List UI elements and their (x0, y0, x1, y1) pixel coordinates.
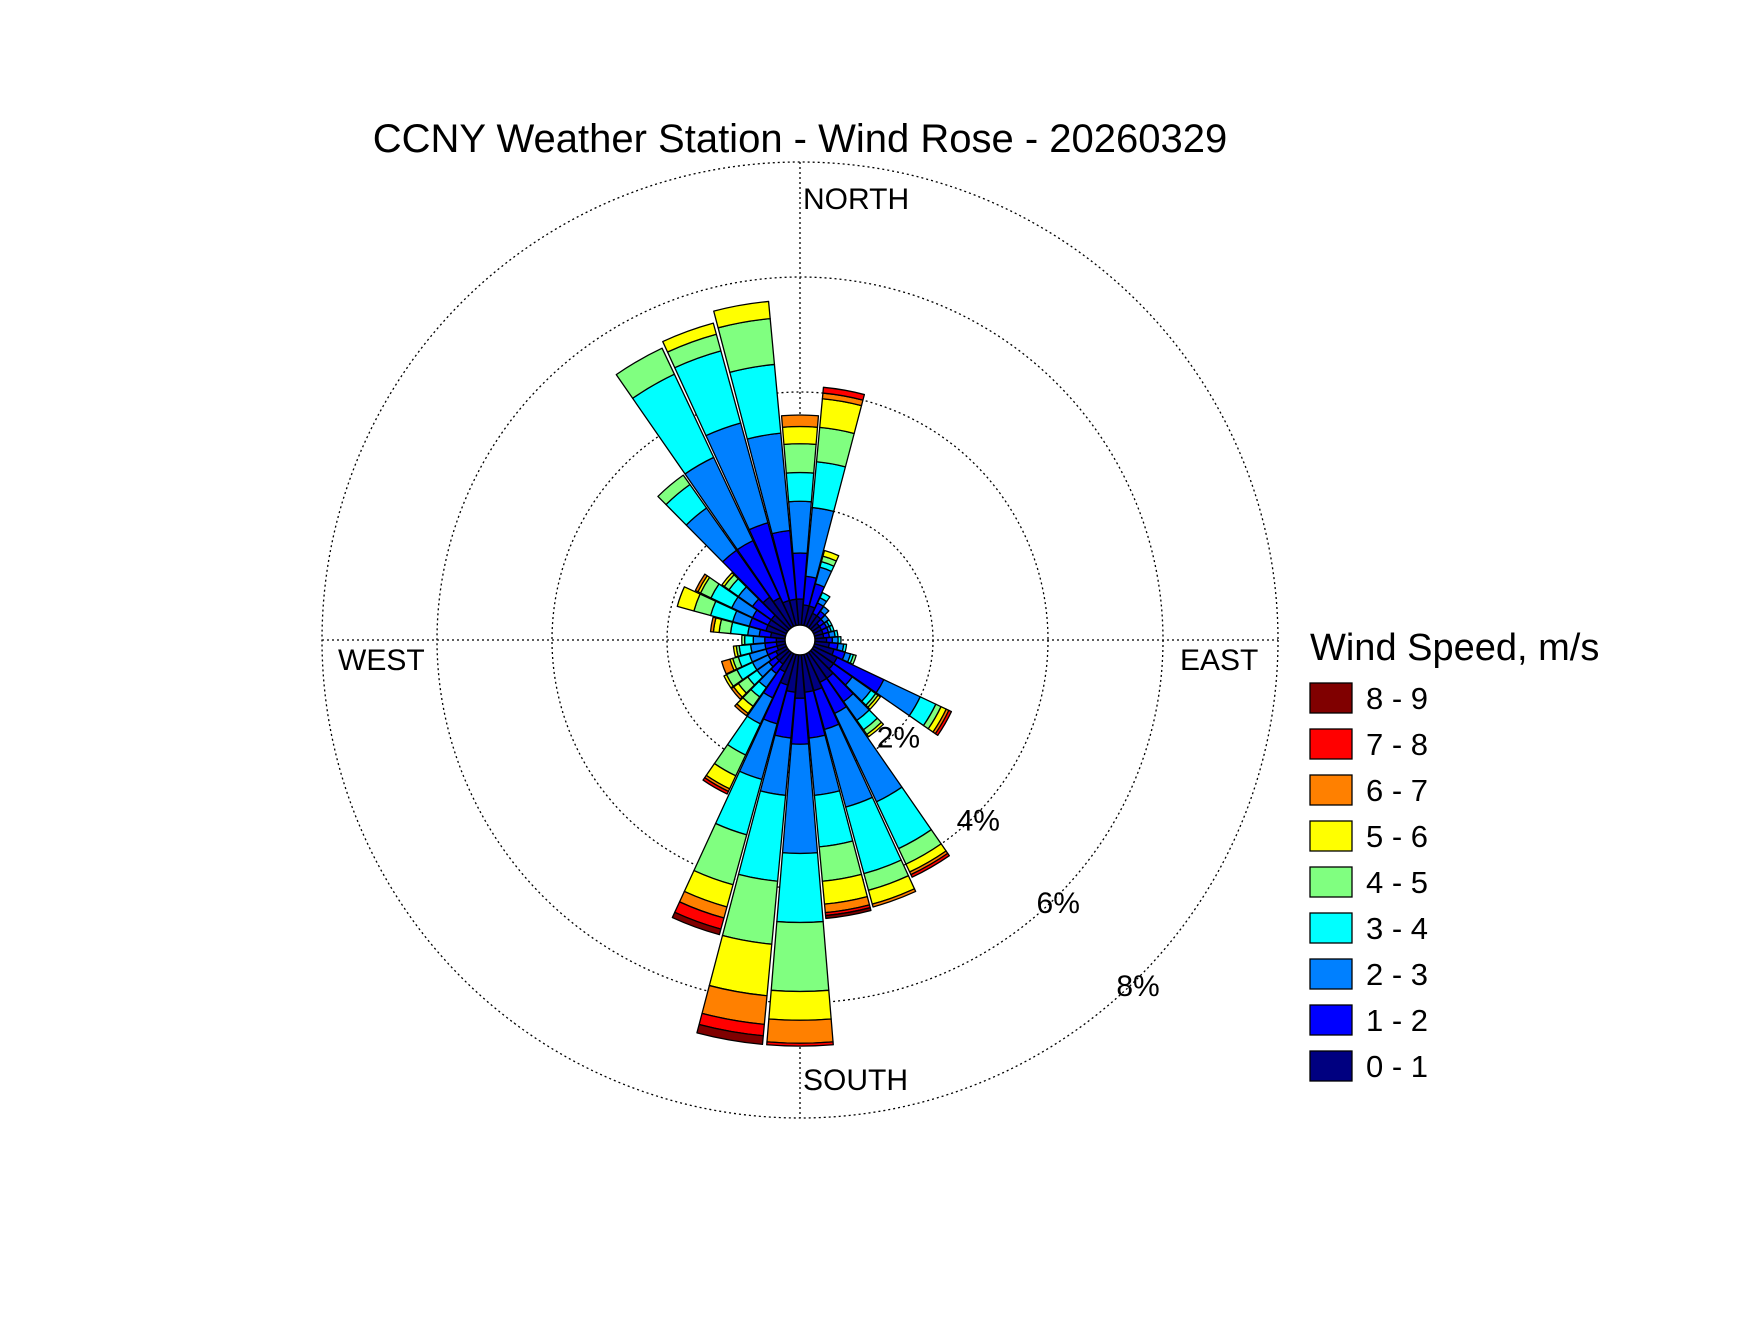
sector-300-bin-6-7 (694, 573, 708, 593)
sector-10-bin-7-8 (822, 386, 866, 401)
sector-30-bin-3-4 (819, 591, 831, 603)
sector-310-bin-5-6 (721, 572, 735, 588)
sector-190-bin-8-9 (696, 1023, 764, 1046)
legend-label-2-3: 2 - 3 (1366, 957, 1428, 992)
legend-label-0-1: 0 - 1 (1366, 1049, 1428, 1084)
direction-label-north: NORTH (803, 183, 909, 216)
sector-0-bin-4-5 (783, 443, 817, 474)
sector-90-bin-3-4 (837, 635, 842, 645)
legend-title: Wind Speed, m/s (1310, 627, 1599, 669)
sector-340-bin-5-6 (662, 322, 717, 353)
sector-170-bin-8-9 (824, 907, 872, 920)
sector-350-bin-4-5 (717, 317, 776, 373)
sector-220-bin-6-7 (734, 703, 749, 717)
sector-170-bin-4-5 (818, 840, 863, 882)
sector-120 (800, 640, 953, 736)
chart-title: CCNY Weather Station - Wind Rose - 20260… (373, 117, 1228, 161)
legend-swatch-8-9 (1309, 682, 1353, 714)
sector-150 (800, 640, 951, 878)
sector-210-bin-7-8 (702, 777, 730, 795)
sector-270-bin-3-4 (743, 634, 755, 646)
sector-10-bin-3-4 (811, 461, 847, 512)
sector-90-bin-1-2 (825, 636, 834, 644)
sector-190-bin-5-6 (708, 934, 773, 997)
sector-0-bin-2-3 (787, 500, 813, 554)
sector-350-bin-5-6 (713, 300, 771, 329)
legend-label-7-8: 7 - 8 (1366, 727, 1428, 762)
legend-label-1-2: 1 - 2 (1366, 1003, 1428, 1038)
radial-tick-labels: 2% 4% 6% 8% (877, 722, 1160, 1003)
sector-300 (694, 573, 800, 640)
sector-320 (657, 474, 800, 640)
radial-tick-label-1: 2% (877, 722, 920, 755)
sector-280-bin-6-7 (709, 616, 717, 633)
legend-label-6-7: 6 - 7 (1366, 773, 1428, 808)
sector-10-bin-4-5 (815, 426, 855, 468)
sector-0-bin-6-7 (780, 414, 820, 428)
legend-swatch-3-4 (1309, 912, 1353, 944)
center-hole (784, 624, 816, 656)
sector-180-bin-4-5 (770, 920, 830, 993)
sector-180 (766, 641, 834, 1047)
sector-200-bin-8-9 (671, 911, 722, 936)
sector-100-bin-3-4 (841, 643, 848, 653)
legend-swatch-7-8 (1309, 728, 1353, 760)
radial-tick-label-2: 4% (957, 804, 1000, 837)
legend: Wind Speed, m/s 8 - 9 7 - 8 6 - 7 5 - 6 4 - … (1309, 627, 1599, 1084)
legend-label-4-5: 4 - 5 (1366, 865, 1428, 900)
sector-180-bin-3-4 (776, 852, 824, 924)
sector-160 (799, 641, 917, 908)
sector-270-bin-2-3 (752, 635, 766, 645)
legend-label-5-6: 5 - 6 (1366, 819, 1428, 854)
direction-label-east: EAST (1180, 644, 1258, 677)
sector-120-bin-7-8 (934, 709, 953, 736)
legend-swatch-1-2 (1309, 1004, 1353, 1036)
sector-40-bin-2-3 (819, 605, 830, 616)
legend-label-8-9: 8 - 9 (1366, 681, 1428, 716)
axis-labels: NORTH SOUTH WEST EAST (338, 183, 1258, 1097)
sector-240-bin-5-6 (723, 674, 734, 689)
sector-0 (780, 414, 820, 639)
sector-180-bin-6-7 (766, 1018, 834, 1044)
sector-80-bin-3-4 (833, 629, 839, 638)
sector-0-bin-3-4 (785, 471, 815, 503)
sector-0-bin-5-6 (781, 425, 819, 446)
radial-tick-label-3: 6% (1037, 887, 1080, 920)
direction-label-south: SOUTH (803, 1064, 908, 1097)
sector-270-bin-4-5 (741, 634, 746, 646)
sector-90-bin-2-3 (831, 636, 839, 644)
sector-320-bin-4-5 (657, 474, 691, 506)
sector-130-bin-5-6 (867, 694, 882, 710)
sector-200 (671, 641, 801, 936)
legend-swatch-6-7 (1309, 774, 1353, 806)
radial-tick-label-4: 8% (1116, 970, 1159, 1003)
sector-290-bin-5-6 (676, 586, 701, 612)
sector-330-bin-4-5 (615, 347, 676, 399)
sector-140-bin-5-6 (866, 721, 885, 738)
legend-label-3-4: 3 - 4 (1366, 911, 1428, 946)
sector-180-bin-5-6 (768, 989, 832, 1021)
sector-250-bin-6-7 (720, 658, 735, 675)
sector-20-bin-5-6 (822, 549, 840, 562)
sector-330 (615, 347, 800, 640)
sector-190 (696, 641, 801, 1046)
legend-swatch-5-6 (1309, 820, 1353, 852)
legend-swatch-4-5 (1309, 866, 1353, 898)
sector-230-bin-6-7 (730, 686, 743, 700)
legend-swatch-0-1 (1309, 1050, 1353, 1082)
sector-350 (713, 300, 801, 639)
sector-340 (662, 322, 801, 639)
sector-160-bin-6-7 (871, 888, 917, 908)
sector-260-bin-5-6 (732, 645, 739, 658)
direction-label-west: WEST (338, 644, 425, 677)
sector-180-bin-7-8 (766, 1041, 834, 1047)
sector-bars (615, 300, 953, 1047)
legend-swatch-2-3 (1309, 958, 1353, 990)
sector-170 (799, 641, 872, 920)
sector-150-bin-7-8 (910, 852, 951, 878)
legend-items: 8 - 9 7 - 8 6 - 7 5 - 6 4 - 5 3 - 4 2 - 3 1 - 2… (1309, 681, 1428, 1084)
